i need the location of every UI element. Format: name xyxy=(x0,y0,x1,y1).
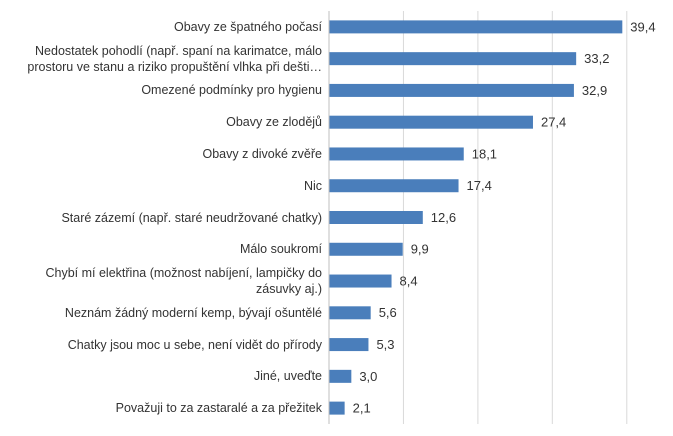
bar xyxy=(329,83,574,97)
value-label: 2,1 xyxy=(353,401,371,416)
value-label: 3,0 xyxy=(359,369,377,384)
category-label: Chybí mí elektřina (možnost nabíjení, la… xyxy=(45,266,322,297)
category-label: Obavy ze špatného počasí xyxy=(173,19,322,34)
category-label: Staré zázemí (např. staré neudržované ch… xyxy=(61,210,322,225)
category-label: Nic xyxy=(303,178,322,193)
category-label: Neznám žádný moderní kemp, bývají ošuntě… xyxy=(64,305,322,320)
category-label: Obavy z divoké zvěře xyxy=(202,146,323,161)
value-label: 39,4 xyxy=(630,19,655,34)
bar xyxy=(329,20,623,34)
category-label: Chatky jsou moc u sebe, není vidět do př… xyxy=(67,337,322,352)
value-label: 33,2 xyxy=(584,51,609,66)
bar xyxy=(329,115,533,129)
category-label: Omezené podmínky pro hygienu xyxy=(141,83,322,98)
category-label: Považuji to za zastaralé a za přežitek xyxy=(115,401,322,416)
category-label: Jiné, uveďte xyxy=(253,369,322,384)
value-label: 17,4 xyxy=(467,178,492,193)
value-label: 5,3 xyxy=(376,337,394,352)
value-label: 9,9 xyxy=(411,242,429,257)
value-label: 12,6 xyxy=(431,210,456,225)
bar xyxy=(329,401,345,415)
value-label: 32,9 xyxy=(582,83,607,98)
bar xyxy=(329,52,577,66)
bar xyxy=(329,338,369,352)
category-label: Obavy ze zlodějů xyxy=(226,115,322,130)
bar xyxy=(329,179,459,193)
value-label: 5,6 xyxy=(379,305,397,320)
bar xyxy=(329,147,464,161)
bar xyxy=(329,306,371,320)
category-label: Nedostatek pohodlí (např. spaní na karim… xyxy=(27,43,322,74)
bar xyxy=(329,211,423,224)
value-label: 8,4 xyxy=(400,273,418,288)
category-label: Málo soukromí xyxy=(240,242,322,257)
bar xyxy=(329,274,392,288)
value-label: 18,1 xyxy=(472,146,497,161)
bar xyxy=(329,242,403,256)
value-label: 27,4 xyxy=(541,115,566,130)
bar xyxy=(329,369,352,383)
